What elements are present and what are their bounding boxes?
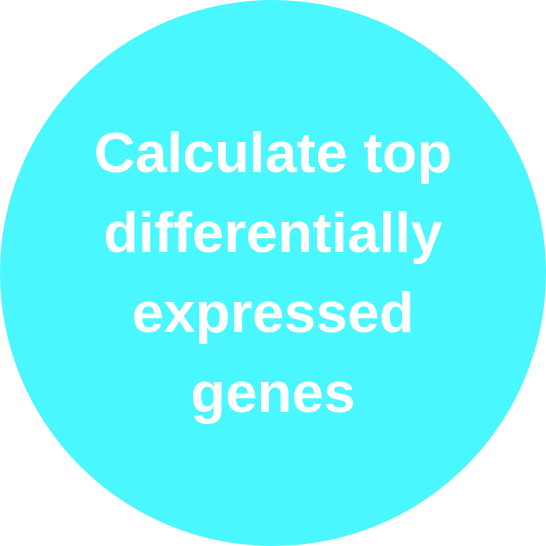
step-label-line-4: genes bbox=[190, 361, 356, 425]
step-label-line-3: expressed bbox=[131, 281, 415, 345]
step-label: Calculate top differentially expressed g… bbox=[94, 113, 452, 433]
step-label-line-1: Calculate top bbox=[94, 121, 452, 185]
step-label-line-2: differentially bbox=[103, 201, 443, 265]
